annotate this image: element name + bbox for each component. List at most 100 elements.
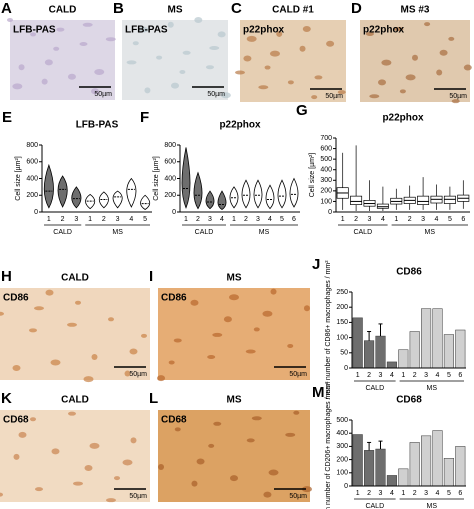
- cell: [41, 78, 48, 85]
- cell: [269, 50, 280, 57]
- panel-title: MS: [168, 5, 183, 16]
- scale-label: 50µm: [289, 371, 307, 378]
- x-tick-label: 2: [102, 216, 106, 223]
- y-axis-label: mean number of CD86+ macrophages / mm²: [325, 260, 332, 400]
- x-tick-label: 2: [244, 216, 248, 223]
- panel-title: CALD: [61, 273, 89, 284]
- stain-label: CD68: [161, 415, 187, 426]
- x-tick-label: 4: [268, 216, 272, 223]
- cell: [68, 411, 76, 416]
- panel-letter: K: [1, 390, 12, 407]
- y-tick-label: 0: [328, 209, 332, 216]
- bar: [421, 308, 432, 369]
- panel-letter: D: [351, 0, 362, 17]
- micrograph: [0, 410, 150, 502]
- cell: [299, 45, 306, 52]
- scale-label: 50µm: [449, 93, 467, 100]
- cell: [194, 17, 203, 23]
- violin: [289, 177, 299, 208]
- cell: [130, 437, 137, 444]
- panel-title: MS: [227, 395, 242, 406]
- x-tick-label: 1: [394, 216, 398, 223]
- x-tick-label: 1: [184, 216, 188, 223]
- x-tick-label: 6: [458, 490, 462, 497]
- violin: [126, 177, 137, 208]
- stain-label: CD68: [3, 415, 29, 426]
- x-tick-label: 4: [381, 216, 385, 223]
- cell: [412, 54, 418, 61]
- violin: [217, 190, 227, 210]
- y-tick-label: 0: [34, 209, 38, 216]
- bar: [421, 435, 432, 487]
- bar: [409, 442, 420, 487]
- x-tick-label: 4: [390, 372, 394, 379]
- cell: [209, 46, 220, 50]
- cell: [167, 21, 174, 28]
- cell: [94, 69, 105, 75]
- bar: [364, 450, 375, 487]
- y-tick-label: 250: [336, 289, 348, 296]
- cell: [326, 40, 335, 47]
- violin: [253, 179, 263, 209]
- cell: [18, 64, 25, 71]
- bar: [443, 334, 454, 369]
- cell: [29, 328, 37, 333]
- box: [443, 195, 456, 204]
- cell: [174, 427, 181, 432]
- y-tick-label: 800: [26, 142, 38, 149]
- cell: [144, 87, 151, 94]
- cell: [12, 83, 23, 90]
- cell: [463, 64, 472, 71]
- panel-title: CALD: [61, 395, 89, 406]
- cell: [217, 31, 226, 38]
- x-tick-label: 2: [413, 372, 417, 379]
- y-tick-label: 600: [164, 159, 176, 166]
- cell: [262, 310, 273, 317]
- group-label: CALD: [195, 229, 214, 236]
- cell: [122, 459, 133, 466]
- stain-label: LFB-PAS: [13, 25, 56, 36]
- y-tick-label: 100: [320, 198, 332, 205]
- cell: [378, 79, 386, 86]
- x-tick-label: 6: [292, 216, 296, 223]
- x-tick-label: 2: [196, 216, 200, 223]
- cell: [258, 85, 269, 90]
- cell: [13, 453, 20, 460]
- cell: [18, 431, 27, 438]
- y-tick-label: 600: [26, 159, 38, 166]
- violin: [57, 175, 68, 208]
- x-tick-label: 2: [61, 216, 65, 223]
- x-tick-label: 4: [436, 490, 440, 497]
- cell: [91, 88, 100, 95]
- cell: [126, 60, 137, 65]
- cell: [263, 491, 272, 498]
- violin: [140, 194, 151, 210]
- y-tick-label: 200: [336, 304, 348, 311]
- x-tick-label: 1: [356, 490, 360, 497]
- group-label: CALD: [353, 229, 372, 236]
- cell: [157, 375, 166, 382]
- y-tick-label: 100: [336, 470, 348, 477]
- x-tick-label: 2: [413, 490, 417, 497]
- cell: [268, 469, 279, 476]
- violin: [277, 179, 287, 209]
- cell: [191, 480, 198, 487]
- panel-letter: A: [1, 0, 12, 17]
- cell: [106, 498, 116, 503]
- violin: [205, 190, 215, 210]
- x-tick-label: 4: [436, 372, 440, 379]
- x-tick-label: 4: [435, 216, 439, 223]
- y-tick-label: 300: [336, 443, 348, 450]
- chart-title: CD86: [396, 267, 422, 278]
- cell: [399, 89, 406, 94]
- y-tick-label: 600: [320, 145, 332, 152]
- group-label: MS: [112, 229, 123, 236]
- x-tick-label: 3: [74, 216, 78, 223]
- cell: [451, 99, 460, 104]
- cell: [243, 55, 252, 62]
- panel-title: MS #3: [401, 5, 430, 16]
- x-tick-label: 4: [220, 216, 224, 223]
- cell: [205, 65, 214, 70]
- cell: [302, 26, 311, 33]
